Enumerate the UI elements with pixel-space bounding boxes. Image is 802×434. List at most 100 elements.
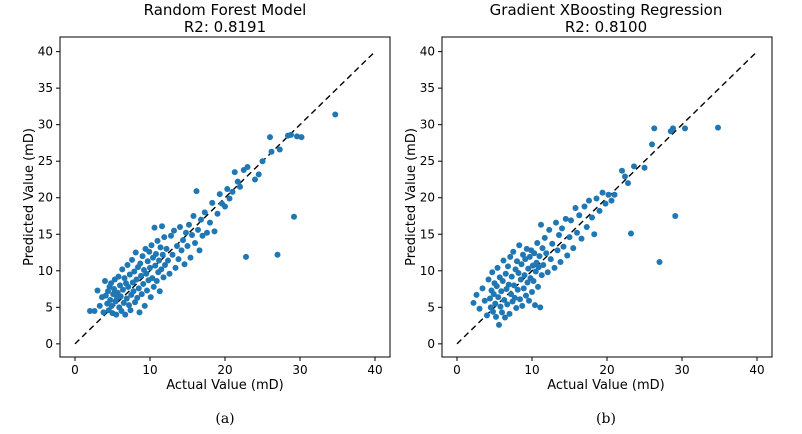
scatter-point [641, 164, 648, 171]
scatter-point [546, 226, 553, 233]
scatter-point [502, 270, 509, 277]
scatter-point [117, 293, 124, 300]
reference-line [74, 51, 376, 345]
scatter-point [144, 258, 151, 265]
scatter-point [608, 197, 615, 204]
scatter-point [87, 307, 93, 314]
scatter-point [178, 247, 185, 254]
scatter-point [243, 253, 249, 260]
scatter-point [532, 268, 539, 275]
scatter-point [504, 301, 511, 308]
scatter-point [130, 288, 137, 295]
scatter-point [156, 288, 163, 295]
scatter-point [540, 261, 547, 268]
y-tick-label: 20 [420, 191, 435, 205]
scatter-point [141, 302, 148, 309]
scatter-point [538, 221, 544, 228]
y-tick-label: 25 [420, 154, 435, 168]
scatter-point [143, 270, 150, 277]
scatter-point [611, 191, 618, 198]
scatter-point [187, 254, 194, 261]
scatter-point [589, 214, 595, 221]
scatter-point [171, 227, 177, 234]
scatter-point [519, 302, 526, 309]
scatter-point [670, 125, 676, 132]
scatter-point [222, 203, 228, 210]
scatter-point [515, 269, 522, 276]
scatter-point [94, 287, 101, 294]
scatter-point [127, 307, 134, 314]
scatter-point [490, 291, 497, 298]
scatter-point [510, 248, 517, 255]
scatter-point [91, 307, 98, 314]
y-tick-label: 0 [427, 337, 435, 351]
scatter-point [162, 261, 168, 268]
scatter-point [505, 263, 511, 270]
scatter-point [198, 216, 204, 223]
scatter-point [530, 278, 537, 285]
scatter-point [507, 253, 514, 260]
y-tick-label: 15 [420, 227, 435, 241]
scatter-point [119, 266, 126, 273]
scatter-point [126, 302, 132, 309]
scatter-point [174, 242, 180, 249]
scatter-point [135, 285, 142, 292]
x-tick-label: 40 [749, 363, 764, 377]
scatter-point [599, 189, 606, 196]
scatter-point [497, 303, 504, 310]
scatter-points [470, 124, 721, 328]
scatter-point [547, 256, 554, 263]
scatter-point [517, 276, 524, 283]
scatter-point [190, 212, 197, 219]
scatter-point [493, 283, 500, 290]
scatter-point [255, 171, 262, 178]
scatter-point [226, 195, 233, 202]
scatter-point [625, 180, 631, 187]
scatter-point [596, 207, 603, 214]
scatter-point [252, 176, 258, 183]
y-tick-label: 30 [38, 118, 53, 132]
scatter-point [586, 197, 592, 204]
scatter-point [649, 141, 655, 148]
scatter-point [139, 253, 146, 260]
chart-title: Random Forest Model [144, 1, 307, 19]
y-axis-label: Predicted Value (mD) [404, 128, 419, 266]
chart-title: Gradient XBoosting Regression [490, 1, 723, 19]
scatter-point [508, 273, 515, 280]
scatter-point [107, 297, 114, 304]
scatter-point [193, 188, 200, 195]
scatter-point [490, 308, 496, 315]
scatter-point [566, 234, 573, 241]
scatter-point [138, 291, 145, 298]
scatter-point [186, 221, 192, 228]
scatter-point [481, 297, 488, 304]
scatter-point [526, 297, 532, 304]
scatter-points [87, 111, 339, 318]
scatter-point [204, 229, 210, 236]
y-tick-label: 10 [420, 264, 435, 278]
scatter-point [505, 281, 512, 288]
scatter-point [121, 275, 128, 282]
scatter-point [656, 259, 663, 266]
scatter-point [484, 312, 490, 319]
scatter-point [144, 287, 150, 294]
scatter-point [291, 213, 297, 220]
scatter-point [100, 309, 107, 316]
scatter-point [133, 276, 140, 283]
scatter-point [511, 282, 517, 289]
scatter-point [522, 256, 529, 263]
scatter-point [485, 276, 492, 283]
scatter-point [274, 251, 281, 258]
scatter-point [96, 302, 103, 309]
scatter-point [117, 282, 123, 289]
x-tick-label: 40 [367, 363, 382, 377]
scatter-point [294, 133, 300, 140]
scatter-point [556, 231, 562, 238]
scatter-point [149, 275, 156, 282]
scatter-point [529, 288, 535, 295]
scatter-point [140, 280, 147, 287]
scatter-point [177, 223, 183, 230]
scatter-point [479, 285, 486, 292]
scatter-point [126, 271, 133, 278]
